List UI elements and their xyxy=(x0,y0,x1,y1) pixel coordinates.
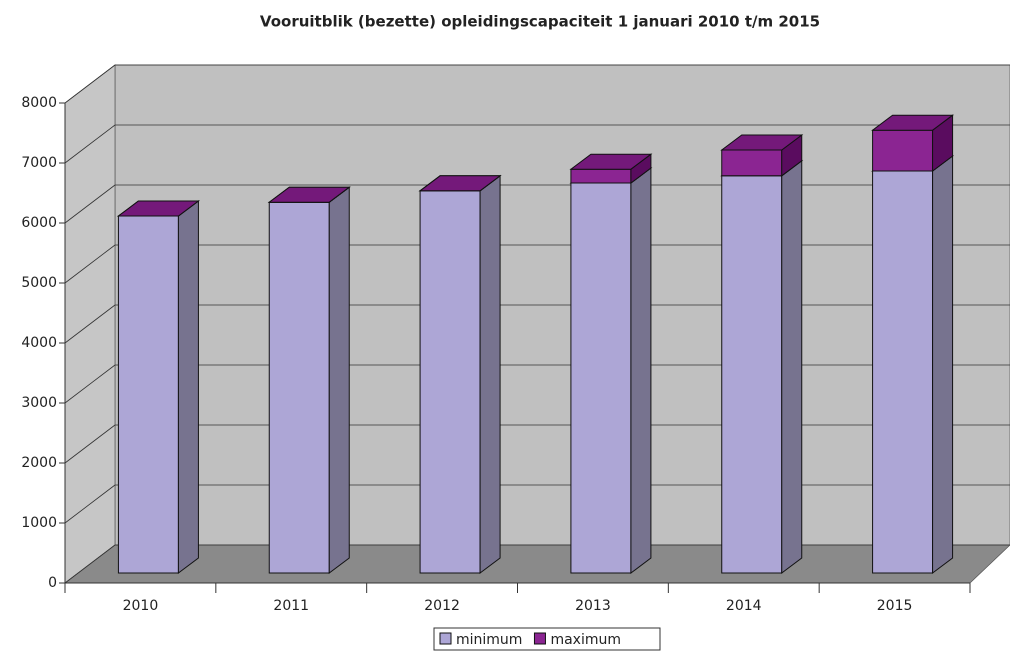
x-tick-label: 2012 xyxy=(424,598,460,614)
bar-front xyxy=(721,175,783,574)
grid-line xyxy=(64,64,116,104)
grid-line xyxy=(64,124,116,164)
bar-front xyxy=(872,129,934,172)
y-tick-label: 3000 xyxy=(21,395,57,411)
bar-side xyxy=(630,167,652,574)
legend-label: maximum xyxy=(550,632,621,648)
bar-top xyxy=(569,153,653,170)
bar-front xyxy=(721,149,783,177)
bar-front xyxy=(117,215,179,574)
floor xyxy=(63,544,1010,584)
legend-swatch xyxy=(439,632,452,645)
grid-line xyxy=(64,184,116,224)
bar-top xyxy=(418,175,502,192)
bar-front xyxy=(570,182,632,574)
y-tick-label: 5000 xyxy=(21,275,57,291)
bar-top xyxy=(720,134,804,151)
bar-top xyxy=(871,114,955,131)
bar-front xyxy=(419,190,481,574)
bar-front xyxy=(570,168,632,184)
legend: minimum maximum xyxy=(433,627,661,651)
bar-side xyxy=(932,155,954,574)
y-tick-label: 7000 xyxy=(21,155,57,171)
bar-top xyxy=(267,186,351,203)
bar-front xyxy=(872,170,934,574)
y-tick-label: 6000 xyxy=(21,215,57,231)
legend-swatch xyxy=(533,632,546,645)
grid-line xyxy=(64,364,116,404)
y-tick-label: 1000 xyxy=(21,515,57,531)
bar-side xyxy=(479,174,501,574)
y-tick-label: 4000 xyxy=(21,335,57,351)
y-tick-label: 0 xyxy=(48,575,57,591)
bar-side xyxy=(328,186,350,574)
bar-front xyxy=(268,201,330,574)
bar-side xyxy=(781,159,803,574)
grid-line xyxy=(64,544,116,584)
bar-side xyxy=(177,200,199,574)
bar-top xyxy=(116,200,200,217)
y-tick-label: 2000 xyxy=(21,455,57,471)
grid-line xyxy=(64,484,116,524)
chart-title: Vooruitblik (bezette) opleidingscapacite… xyxy=(260,13,820,31)
legend-box xyxy=(433,627,661,651)
legend-label: minimum xyxy=(456,632,522,648)
grid-line xyxy=(64,244,116,284)
y-tick-label: 8000 xyxy=(21,95,57,111)
x-tick-label: 2013 xyxy=(575,598,611,614)
x-tick-label: 2014 xyxy=(726,598,762,614)
x-tick-label: 2015 xyxy=(877,598,913,614)
grid-line xyxy=(64,424,116,464)
grid-line xyxy=(64,304,116,344)
x-tick-label: 2011 xyxy=(273,598,309,614)
x-tick-label: 2010 xyxy=(123,598,159,614)
